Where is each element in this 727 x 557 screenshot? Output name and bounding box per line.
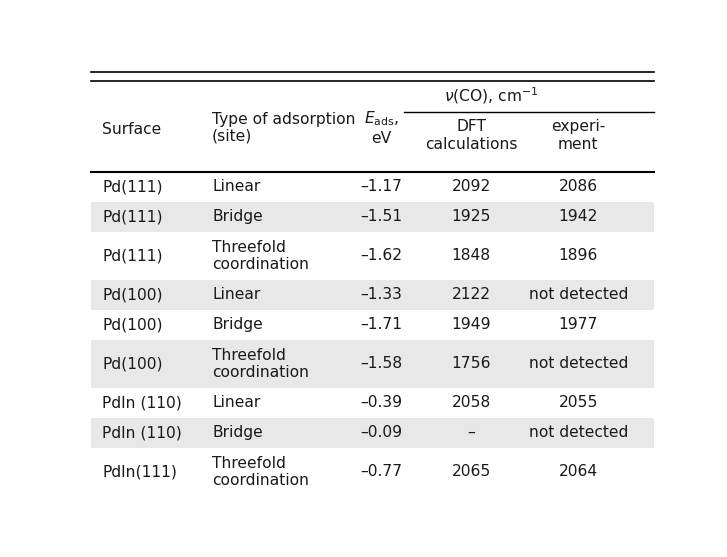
Text: Pd(100): Pd(100) bbox=[102, 317, 163, 333]
Text: Surface: Surface bbox=[102, 121, 161, 136]
Text: $E_{\rm ads}$,
eV: $E_{\rm ads}$, eV bbox=[364, 110, 398, 146]
Text: Threefold
coordination: Threefold coordination bbox=[212, 456, 309, 488]
Text: –1.51: –1.51 bbox=[360, 209, 402, 224]
Bar bbox=[91, 418, 654, 448]
Text: –1.17: –1.17 bbox=[360, 179, 402, 194]
Text: Pd(111): Pd(111) bbox=[102, 179, 163, 194]
Text: Linear: Linear bbox=[212, 395, 260, 411]
Text: 1848: 1848 bbox=[451, 248, 491, 263]
Text: –0.09: –0.09 bbox=[360, 425, 402, 440]
Text: –1.33: –1.33 bbox=[360, 287, 402, 302]
Text: Pd(111): Pd(111) bbox=[102, 248, 163, 263]
Text: $\it{\nu}$(CO), cm$^{-1}$: $\it{\nu}$(CO), cm$^{-1}$ bbox=[443, 86, 538, 106]
Text: 2055: 2055 bbox=[558, 395, 598, 411]
Text: Pd(100): Pd(100) bbox=[102, 287, 163, 302]
Text: Type of adsorption
(site): Type of adsorption (site) bbox=[212, 111, 356, 144]
Text: PdIn(111): PdIn(111) bbox=[102, 464, 177, 479]
Bar bbox=[91, 340, 654, 388]
Text: 2092: 2092 bbox=[451, 179, 491, 194]
Text: 1896: 1896 bbox=[558, 248, 598, 263]
Text: 1756: 1756 bbox=[451, 356, 491, 372]
Text: –0.77: –0.77 bbox=[360, 464, 402, 479]
Text: not detected: not detected bbox=[529, 356, 628, 372]
Text: 1925: 1925 bbox=[451, 209, 491, 224]
Text: PdIn (110): PdIn (110) bbox=[102, 425, 182, 440]
Bar bbox=[91, 280, 654, 310]
Text: Pd(100): Pd(100) bbox=[102, 356, 163, 372]
Text: –1.62: –1.62 bbox=[360, 248, 402, 263]
Bar bbox=[91, 202, 654, 232]
Text: –: – bbox=[467, 425, 475, 440]
Text: PdIn (110): PdIn (110) bbox=[102, 395, 182, 411]
Text: –1.71: –1.71 bbox=[360, 317, 402, 333]
Text: Threefold
coordination: Threefold coordination bbox=[212, 240, 309, 272]
Text: 2058: 2058 bbox=[451, 395, 491, 411]
Text: –1.58: –1.58 bbox=[360, 356, 402, 372]
Text: DFT
calculations: DFT calculations bbox=[425, 119, 518, 152]
Text: 1949: 1949 bbox=[451, 317, 491, 333]
Text: Threefold
coordination: Threefold coordination bbox=[212, 348, 309, 380]
Text: Bridge: Bridge bbox=[212, 317, 262, 333]
Text: Bridge: Bridge bbox=[212, 209, 262, 224]
Text: not detected: not detected bbox=[529, 287, 628, 302]
Text: 1942: 1942 bbox=[558, 209, 598, 224]
Text: 2086: 2086 bbox=[558, 179, 598, 194]
Text: not detected: not detected bbox=[529, 425, 628, 440]
Text: Pd(111): Pd(111) bbox=[102, 209, 163, 224]
Text: 1977: 1977 bbox=[558, 317, 598, 333]
Text: experi-
ment: experi- ment bbox=[551, 119, 606, 152]
Text: –0.39: –0.39 bbox=[360, 395, 402, 411]
Text: 2122: 2122 bbox=[451, 287, 491, 302]
Text: Linear: Linear bbox=[212, 287, 260, 302]
Text: 2064: 2064 bbox=[558, 464, 598, 479]
Text: Bridge: Bridge bbox=[212, 425, 262, 440]
Text: Linear: Linear bbox=[212, 179, 260, 194]
Text: 2065: 2065 bbox=[451, 464, 491, 479]
